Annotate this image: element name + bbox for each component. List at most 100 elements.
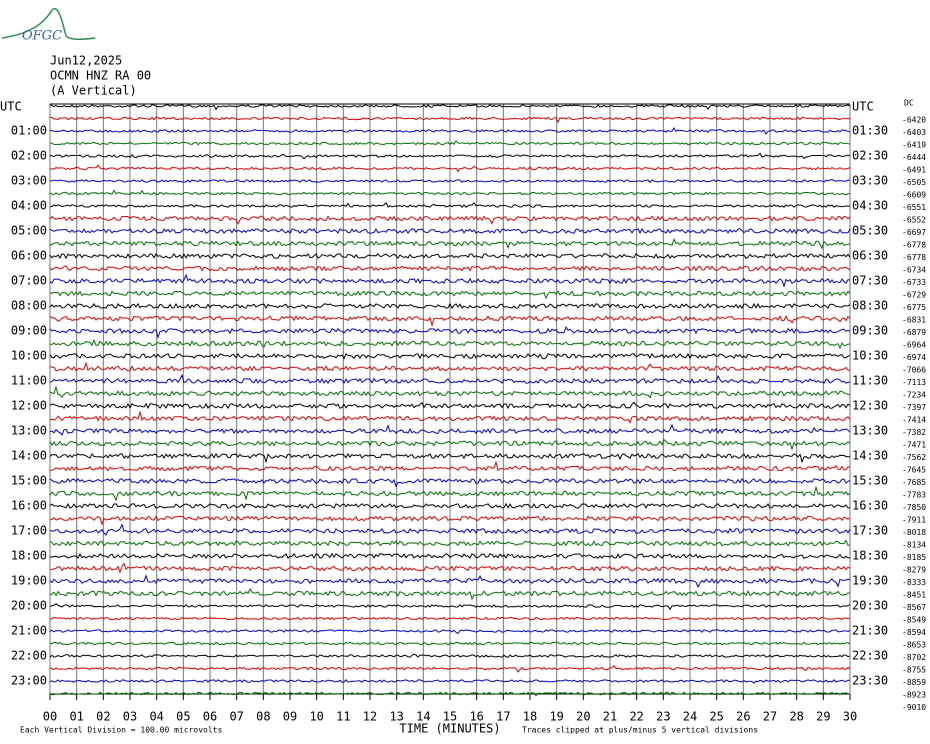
trace (49, 116, 851, 124)
dc-offset: -7397 (902, 403, 926, 412)
trace (49, 325, 851, 340)
trace (49, 338, 851, 350)
right-hour-label: UTC (852, 100, 874, 114)
trace (49, 273, 851, 288)
trace (49, 385, 851, 399)
x-tick-label: 19 (549, 710, 563, 724)
x-tick-label: 00 (43, 710, 57, 724)
left-hour-label: 17:00 (11, 524, 47, 538)
right-hour-label: 17:30 (852, 524, 888, 538)
trace (49, 315, 851, 327)
trace (49, 423, 851, 436)
left-hour-label: 01:00 (11, 124, 47, 138)
x-tick-label: 03 (123, 710, 137, 724)
title-line: OCMN HNZ RA 00 (50, 69, 151, 83)
x-tick-label: 17 (496, 710, 510, 724)
left-hour-label: 05:00 (11, 224, 47, 238)
right-hour-label: 06:30 (852, 249, 888, 263)
dc-offset: -6551 (902, 203, 926, 212)
dc-offset: -8755 (902, 666, 926, 675)
dc-offset: -8859 (902, 678, 926, 687)
dc-offset: -6879 (902, 328, 926, 337)
dc-offset: -7113 (902, 378, 926, 387)
dc-offset: -8185 (902, 553, 926, 562)
trace (49, 477, 851, 488)
right-hour-label: 08:30 (852, 299, 888, 313)
trace (49, 523, 851, 536)
title-line: Jun12,2025 (50, 54, 122, 68)
dc-offset: -6444 (902, 153, 926, 162)
dc-offset: -6419 (902, 141, 926, 150)
right-hour-label: 09:30 (852, 324, 888, 338)
left-hour-label: 07:00 (11, 274, 47, 288)
dc-offset: -6420 (902, 116, 926, 125)
dc-offset: -9010 (902, 703, 926, 712)
footer-right: Traces clipped at plus/minus 5 vertical … (522, 726, 758, 735)
left-hour-label: 19:00 (11, 574, 47, 588)
logo-curve (1, 7, 96, 41)
left-hour-label: 06:00 (11, 249, 47, 263)
left-hour-label: UTC (0, 100, 22, 114)
dc-offset: -6609 (902, 191, 926, 200)
trace (49, 152, 851, 160)
dc-offset: -8333 (902, 578, 926, 587)
right-hour-label: 15:30 (852, 474, 888, 488)
left-hour-label: 13:00 (11, 424, 47, 438)
left-hour-label: 23:00 (11, 674, 47, 688)
left-hour-label: 14:00 (11, 449, 47, 463)
dc-offset: -6491 (902, 166, 926, 175)
right-hour-label: 03:30 (852, 174, 888, 188)
x-tick-label: 16 (469, 710, 483, 724)
right-hour-label: 21:30 (852, 624, 888, 638)
trace (49, 653, 851, 658)
left-hour-label: 16:00 (11, 499, 47, 513)
right-hour-label: 12:30 (852, 399, 888, 413)
trace (49, 603, 851, 611)
trace (49, 179, 851, 183)
right-hour-label: 20:30 (852, 599, 888, 613)
trace (49, 302, 851, 310)
dc-offset: -6964 (902, 341, 926, 350)
dc-offset: -8549 (902, 616, 926, 625)
dc-offset: -8279 (902, 566, 926, 575)
trace (49, 373, 851, 385)
right-hour-label: 01:30 (852, 124, 888, 138)
trace (49, 562, 851, 574)
dc-offset: -7234 (902, 391, 926, 400)
trace (49, 237, 851, 250)
trace (49, 438, 851, 451)
dc-offset: -8567 (902, 603, 926, 612)
right-hour-label: 04:30 (852, 199, 888, 213)
dc-offset: -6974 (902, 353, 926, 362)
x-tick-label: 04 (149, 710, 163, 724)
x-tick-label: 07 (229, 710, 243, 724)
left-hour-label: 11:00 (11, 374, 47, 388)
dc-offset: -7066 (902, 366, 926, 375)
dc-label: DC (904, 99, 914, 108)
trace (49, 140, 851, 146)
right-hour-label: 22:30 (852, 649, 888, 663)
right-hour-label: 05:30 (852, 224, 888, 238)
right-hour-label: 07:30 (852, 274, 888, 288)
dc-offset: -6778 (902, 253, 926, 262)
dc-offset: -7645 (902, 466, 926, 475)
dc-offset: -7850 (902, 503, 926, 512)
x-tick-label: 25 (709, 710, 723, 724)
right-hour-label: 16:30 (852, 499, 888, 513)
left-hour-label: 04:00 (11, 199, 47, 213)
dc-offset: -6552 (902, 216, 926, 225)
x-tick-label: 24 (683, 710, 697, 724)
trace (49, 641, 851, 646)
right-hour-label: 18:30 (852, 549, 888, 563)
trace (49, 452, 851, 464)
dc-offset: -8923 (902, 691, 926, 700)
dc-offset: -6403 (902, 128, 926, 137)
left-hour-label: 12:00 (11, 399, 47, 413)
x-tick-label: 22 (629, 710, 643, 724)
x-tick-label: 01 (69, 710, 83, 724)
dc-offset: -8018 (902, 528, 926, 537)
dc-offset: -6697 (902, 228, 926, 237)
dc-offset: -6778 (902, 241, 926, 250)
right-hour-label: 14:30 (852, 449, 888, 463)
